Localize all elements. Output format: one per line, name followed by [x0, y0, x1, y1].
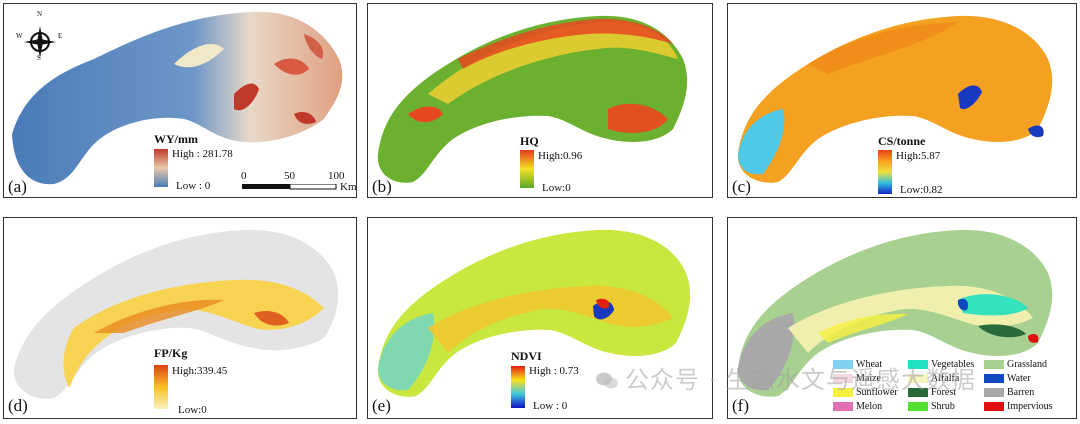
- scale-unit: Km: [340, 181, 357, 193]
- legend-low-d: Low:0: [178, 404, 207, 416]
- legend-low-a: Low : 0: [176, 180, 211, 192]
- swatch-barren: [984, 388, 1004, 398]
- swatch-water: [984, 374, 1004, 384]
- panel-label-e: (e): [372, 396, 391, 415]
- swatch-grassland: [984, 360, 1004, 370]
- color-ramp-a: [154, 149, 168, 187]
- swatch-sunflower: [833, 388, 853, 398]
- legend-high-a: High : 281.78: [172, 148, 233, 160]
- legend-label-grassland: Grassland: [1007, 359, 1047, 370]
- panel-label-a: (a): [8, 177, 27, 196]
- legend-label-impervious: Impervious: [1007, 401, 1053, 412]
- compass-s: S: [37, 54, 41, 62]
- panel-label-c: (c): [732, 177, 751, 196]
- legend-item-barren: Barren: [984, 387, 1034, 398]
- legend-label-sunflower: Sunflower: [856, 387, 898, 398]
- legend-high-e: High : 0.73: [529, 365, 579, 377]
- swatch-wheat: [833, 360, 853, 370]
- legend-label-shrub: Shrub: [931, 401, 955, 412]
- legend-item-impervious: Impervious: [984, 401, 1053, 412]
- legend-high-d: High:339.45: [172, 365, 228, 377]
- panel-b: HQ High:0.96 Low:0 (b): [367, 3, 713, 198]
- legend-item-water: Water: [984, 373, 1031, 384]
- legend-low-c: Low:0.82: [900, 184, 943, 196]
- legend-label-barren: Barren: [1007, 387, 1035, 398]
- legend-label-vegetables: Vegetables: [931, 359, 975, 370]
- legend-title-b: HQ: [520, 134, 539, 148]
- legend-label-melon: Melon: [856, 401, 883, 412]
- legend-item-maize: Maize: [833, 373, 881, 384]
- legend-title-d: FP/Kg: [154, 346, 188, 360]
- panel-label-b: (b): [372, 177, 392, 196]
- legend-title-a: WY/mm: [154, 132, 198, 146]
- legend-item-wheat: Wheat: [833, 359, 882, 370]
- map-c: [737, 15, 1053, 183]
- watermark-text: 公众号 · 生态水文与遥感大数据: [625, 366, 976, 394]
- map-a: [12, 11, 343, 185]
- legend-label-maize: Maize: [856, 373, 881, 384]
- legend-low-e: Low : 0: [533, 400, 568, 412]
- swatch-melon: [833, 402, 853, 412]
- scale-label-50: 50: [284, 170, 295, 182]
- legend-label-forest: Forest: [931, 387, 956, 398]
- legend-item-vegetables: Vegetables: [908, 359, 974, 370]
- color-ramp-b: [520, 150, 534, 188]
- legend-item-melon: Melon: [833, 401, 882, 412]
- legend-low-b: Low:0: [542, 182, 571, 194]
- legend-label-alfalfa: Alfalfa: [931, 373, 960, 384]
- map-e: [377, 229, 691, 397]
- scale-label-100: 100: [328, 170, 345, 182]
- watermark: 公众号 · 生态水文与遥感大数据: [595, 360, 976, 395]
- swatch-impervious: [984, 402, 1004, 412]
- legend-high-b: High:0.96: [538, 150, 583, 162]
- panel-d: FP/Kg High:339.45 Low:0 (d): [3, 217, 357, 419]
- legend-item-alfalfa: Alfalfa: [908, 373, 959, 384]
- wechat-icon: [596, 372, 618, 389]
- compass-n: N: [37, 10, 43, 18]
- swatch-vegetables: [908, 360, 928, 370]
- panel-a: N W E S WY/mm High : 281.78 Low : 0 0 50…: [3, 3, 357, 198]
- compass-icon: [24, 26, 56, 58]
- legend-item-shrub: Shrub: [908, 401, 955, 412]
- legend-label-water: Water: [1007, 373, 1031, 384]
- legend-item-grassland: Grassland: [984, 359, 1047, 370]
- panel-c: CS/tonne High:5.87 Low:0.82 (c): [727, 3, 1077, 198]
- color-ramp-e: [511, 366, 525, 408]
- color-ramp-d: [154, 365, 168, 409]
- swatch-maize: [833, 374, 853, 384]
- legend-title-c: CS/tonne: [878, 134, 926, 148]
- legend-title-e: NDVI: [511, 349, 542, 363]
- color-ramp-c: [878, 150, 892, 194]
- map-f: [737, 229, 1053, 397]
- map-d: [13, 229, 339, 399]
- compass-e: E: [58, 32, 63, 40]
- panel-f: Wheat Maize Sunflower Melon Vegetables A…: [727, 217, 1077, 419]
- scale-bar: [242, 184, 337, 190]
- swatch-forest: [908, 388, 928, 398]
- map-b: [377, 15, 688, 183]
- panel-label-f: (f): [732, 396, 749, 415]
- legend-high-c: High:5.87: [896, 150, 941, 162]
- legend-label-wheat: Wheat: [856, 359, 883, 370]
- legend-item-sunflower: Sunflower: [833, 387, 898, 398]
- legend-item-forest: Forest: [908, 387, 956, 398]
- panel-label-d: (d): [8, 396, 28, 415]
- swatch-alfalfa: [908, 374, 928, 384]
- compass-w: W: [16, 32, 23, 40]
- panel-e: NDVI High : 0.73 Low : 0 (e): [367, 217, 713, 419]
- swatch-shrub: [908, 402, 928, 412]
- scale-label-0: 0: [241, 170, 247, 182]
